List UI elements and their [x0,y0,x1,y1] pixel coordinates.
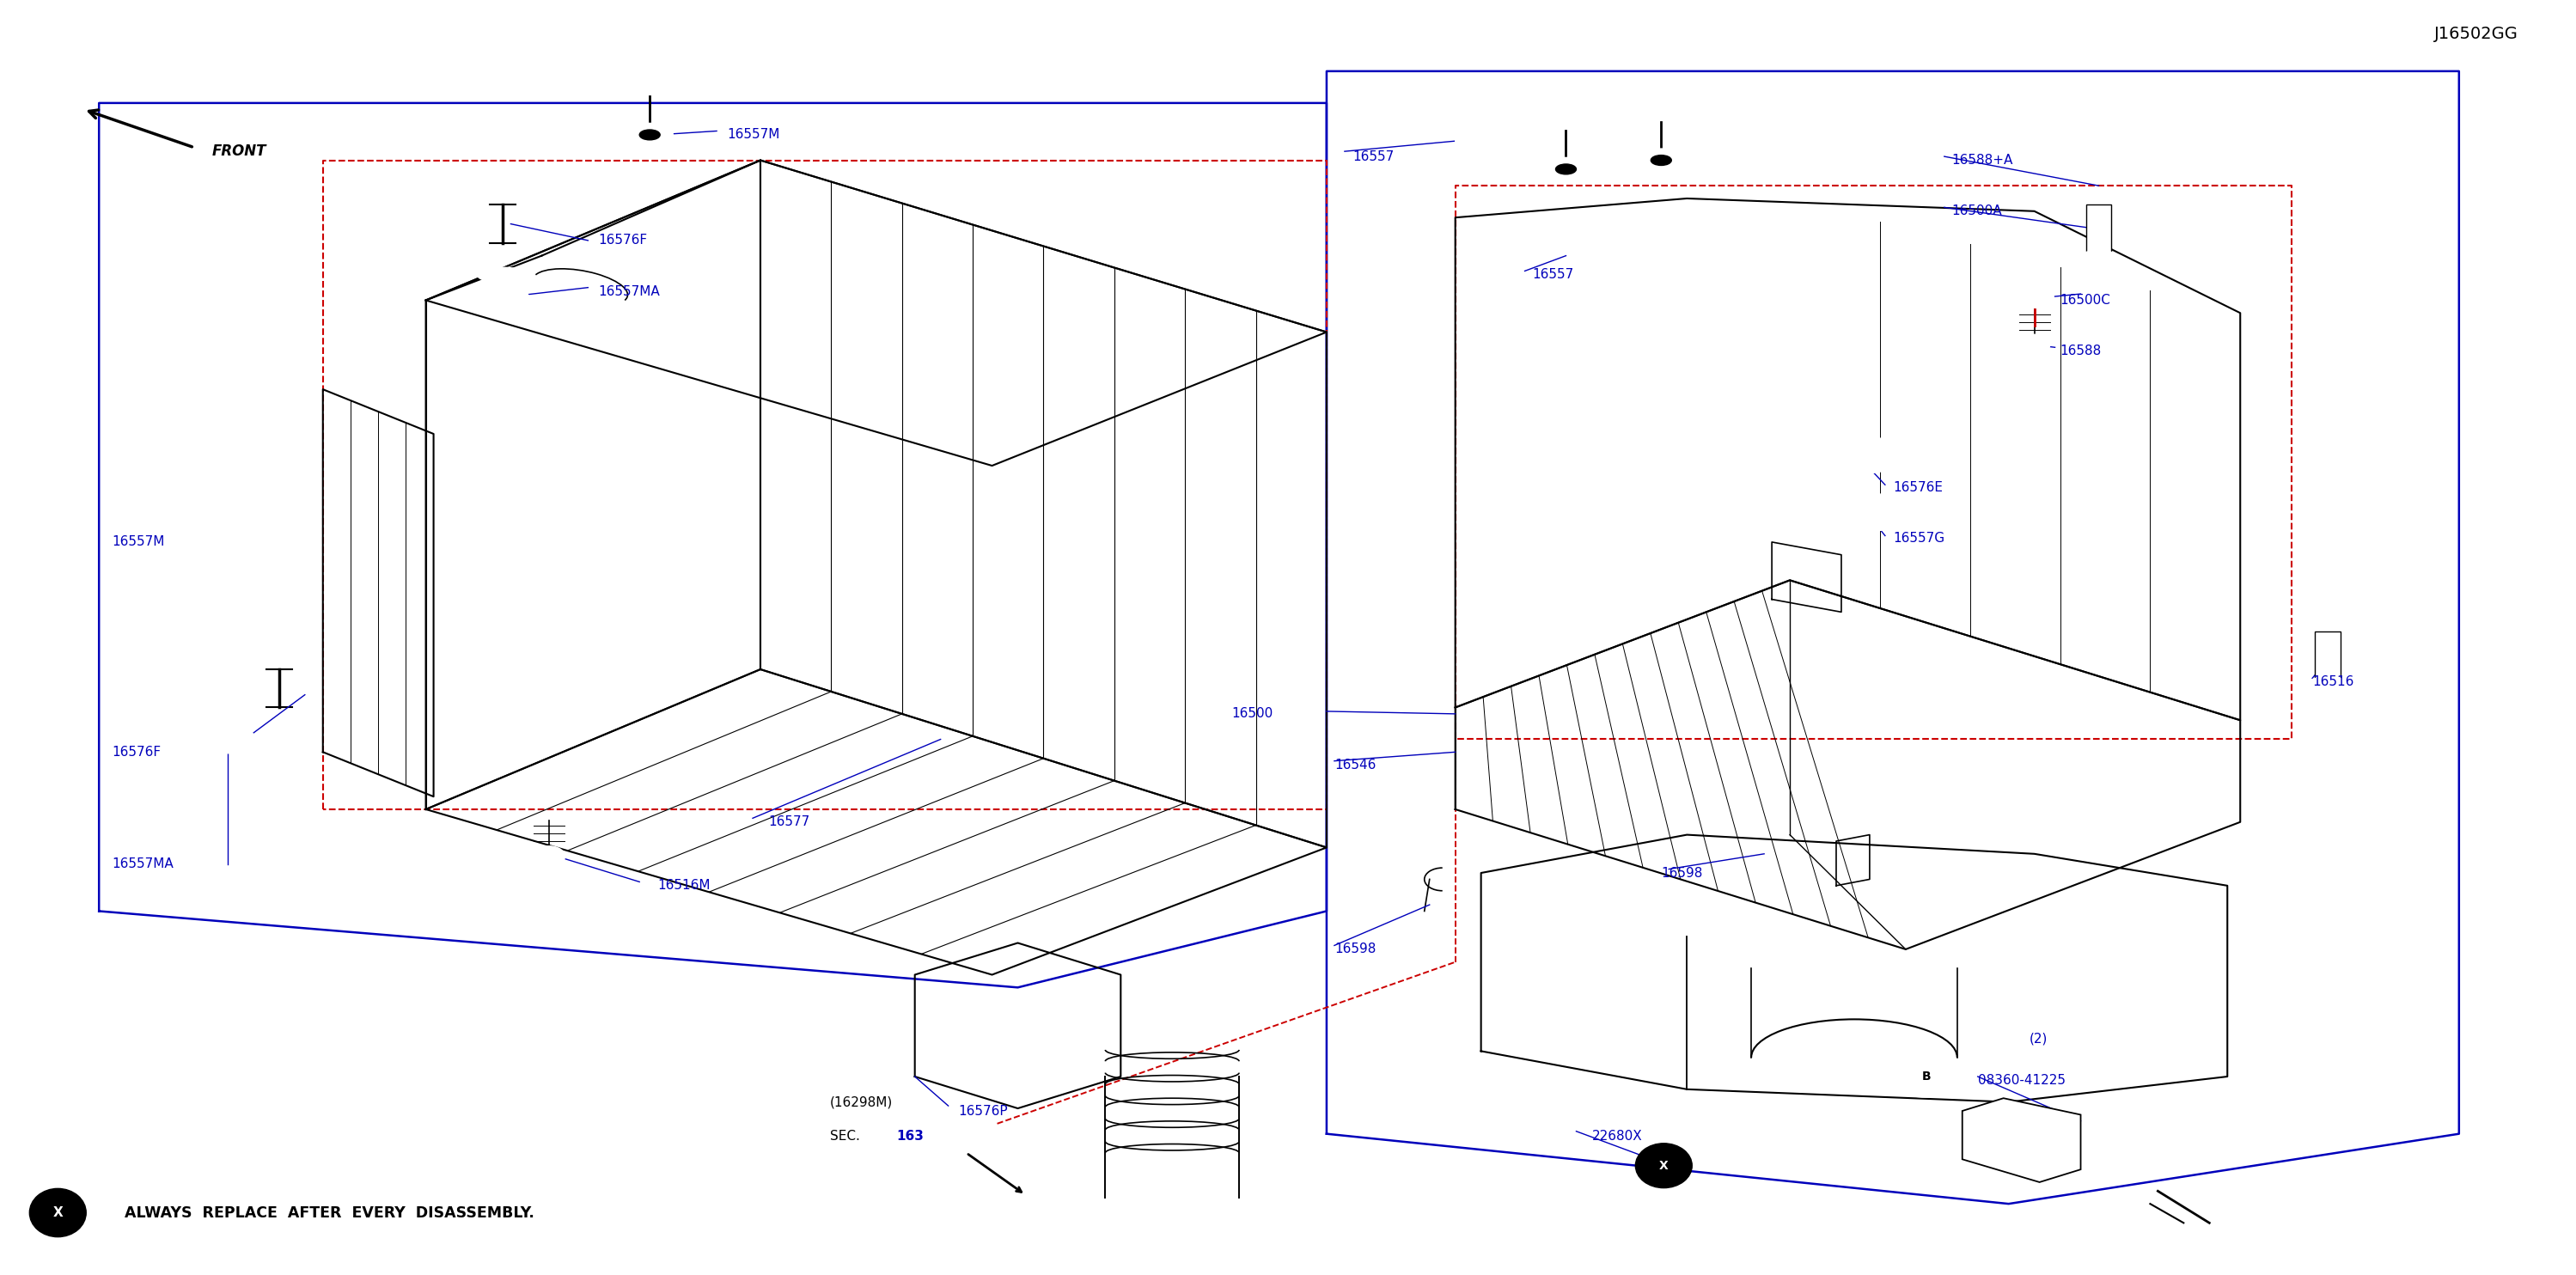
Ellipse shape [533,847,564,867]
Text: 163: 163 [896,1130,925,1142]
Text: 16557M: 16557M [726,129,781,142]
Polygon shape [2087,205,2112,256]
Ellipse shape [477,268,528,283]
Ellipse shape [28,1188,85,1237]
Ellipse shape [1839,436,1891,451]
Polygon shape [2316,631,2342,682]
Text: 16588: 16588 [2061,344,2102,357]
Ellipse shape [1839,458,1891,473]
Text: 16557: 16557 [1533,268,1574,282]
Circle shape [1886,1056,1968,1096]
Text: 16500: 16500 [1231,708,1273,720]
Ellipse shape [2311,677,2347,687]
Text: 08360-41225: 08360-41225 [1978,1074,2066,1086]
Text: 16588+A: 16588+A [1953,154,2014,167]
Text: 16557G: 16557G [1893,532,1945,544]
Ellipse shape [201,553,252,569]
Text: FRONT: FRONT [211,144,268,159]
Text: X: X [1659,1160,1669,1172]
Text: 16598: 16598 [1334,942,1376,956]
Ellipse shape [2081,251,2117,261]
Text: SEC.: SEC. [829,1130,860,1142]
Ellipse shape [201,532,252,547]
Ellipse shape [626,124,672,147]
Text: 16500A: 16500A [1953,205,2002,218]
Ellipse shape [477,289,528,303]
Ellipse shape [477,278,528,293]
Text: 16516: 16516 [2313,676,2354,689]
Ellipse shape [201,727,252,742]
Ellipse shape [1455,112,1507,128]
Text: B: B [1922,1071,1932,1082]
Ellipse shape [1850,505,1901,520]
Text: 16598: 16598 [1662,867,1703,880]
Text: 16576E: 16576E [1893,481,1942,493]
Text: (16298M): (16298M) [829,1095,894,1108]
Ellipse shape [1850,493,1901,509]
Text: 16557MA: 16557MA [111,858,173,871]
Ellipse shape [1636,1144,1692,1188]
Text: 22680X: 22680X [1592,1130,1641,1142]
Text: 16576F: 16576F [111,746,160,759]
Text: J16502GG: J16502GG [2434,26,2519,42]
Text: 16557MA: 16557MA [598,284,659,298]
Ellipse shape [1638,149,1685,172]
Text: 16577: 16577 [768,816,809,829]
Text: 16576F: 16576F [598,235,647,247]
Text: (2): (2) [2030,1031,2048,1044]
Ellipse shape [1839,448,1891,463]
Ellipse shape [201,717,252,732]
Ellipse shape [1556,164,1577,175]
Ellipse shape [2020,334,2050,354]
Ellipse shape [1455,122,1507,138]
Ellipse shape [1455,134,1507,149]
Text: 16576P: 16576P [958,1104,1007,1117]
Ellipse shape [1850,515,1901,530]
Ellipse shape [1651,156,1672,166]
Text: 16557: 16557 [1352,150,1394,163]
Ellipse shape [201,738,252,754]
Ellipse shape [639,130,659,140]
Text: ALWAYS  REPLACE  AFTER  EVERY  DISASSEMBLY.: ALWAYS REPLACE AFTER EVERY DISASSEMBLY. [124,1205,533,1220]
Ellipse shape [1543,158,1589,181]
Text: 16500C: 16500C [2061,293,2110,307]
Ellipse shape [201,543,252,558]
Text: 16557M: 16557M [111,536,165,548]
Text: 16516M: 16516M [657,880,711,892]
Text: X: X [52,1206,62,1219]
Polygon shape [1963,1098,2081,1182]
Text: 16546: 16546 [1334,759,1376,771]
